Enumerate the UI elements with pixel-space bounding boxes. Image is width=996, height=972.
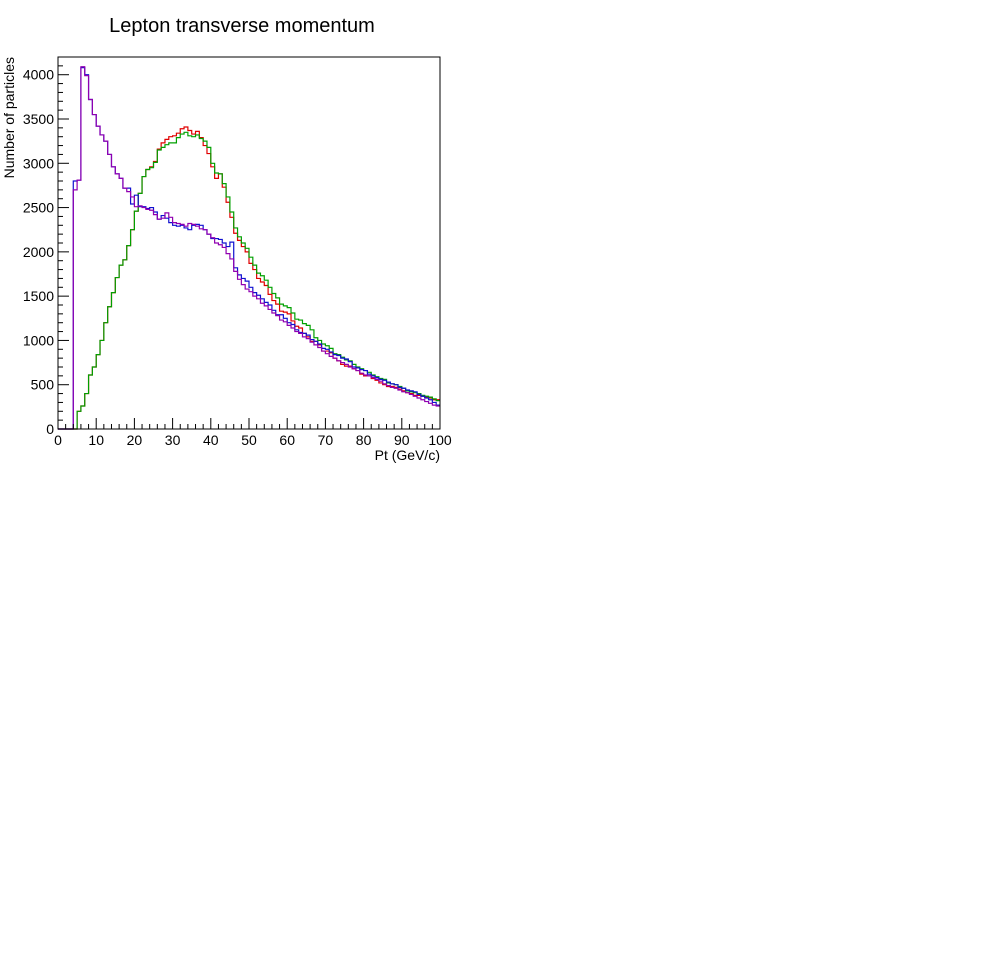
x-axis-title: Pt (GeV/c) (375, 447, 440, 463)
x-tick-label: 70 (318, 432, 334, 448)
y-tick-label: 1500 (23, 288, 54, 304)
series-purple (58, 66, 440, 430)
y-tick-label: 500 (31, 377, 55, 393)
series-green (58, 131, 440, 430)
y-tick-label: 4000 (23, 67, 54, 83)
x-tick-label: 90 (394, 432, 410, 448)
x-tick-label: 60 (279, 432, 295, 448)
y-tick-label: 2500 (23, 200, 54, 216)
x-tick-label: 30 (165, 432, 181, 448)
y-tick-label: 2000 (23, 244, 54, 260)
x-axis: 0 10 20 30 40 50 60 70 80 90 100 (54, 418, 452, 448)
x-tick-label: 0 (54, 432, 62, 448)
x-tick-label: 40 (203, 432, 219, 448)
y-tick-label: 3500 (23, 111, 54, 127)
series-layer (58, 66, 440, 430)
y-axis: 0 500 1000 1500 2000 2500 3000 3500 4000 (23, 56, 69, 437)
x-tick-label: 100 (428, 432, 452, 448)
chart-title: Lepton transverse momentum (109, 15, 375, 37)
y-axis-title: Number of particles (1, 57, 17, 178)
y-tick-label: 1000 (23, 332, 54, 348)
x-tick-label: 10 (88, 432, 104, 448)
x-tick-label: 50 (241, 432, 257, 448)
y-tick-label: 0 (46, 421, 54, 437)
x-tick-label: 80 (356, 432, 372, 448)
x-tick-label: 20 (127, 432, 143, 448)
y-tick-label: 3000 (23, 155, 54, 171)
